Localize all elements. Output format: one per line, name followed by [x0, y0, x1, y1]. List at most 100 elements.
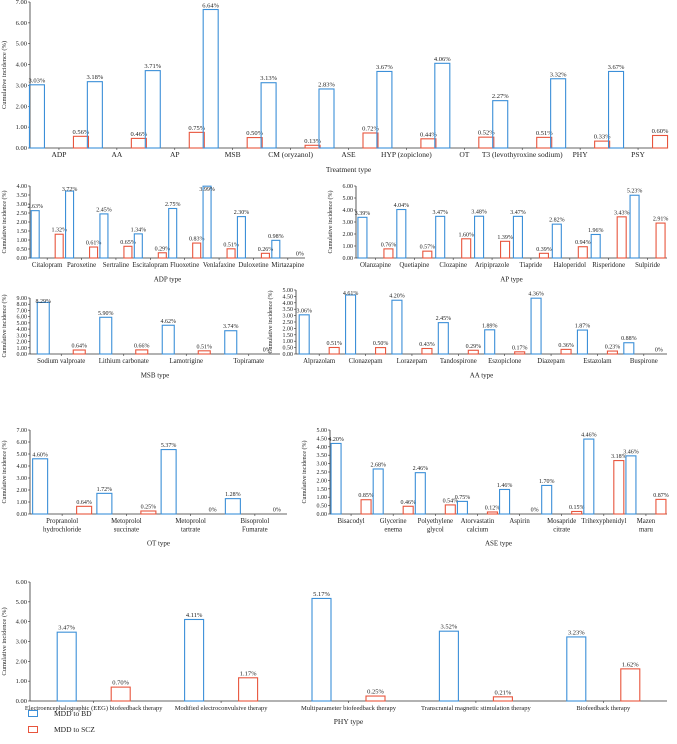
chart-8-label-scz: 0.21%	[495, 689, 512, 696]
chart-5-label-scz: 0.36%	[558, 343, 574, 349]
chart-5-category-label: Lorazepam	[397, 358, 428, 365]
chart-1-bar-bd	[492, 100, 509, 149]
chart-8-category-label: Modified electroconvulsive therapy	[175, 705, 269, 712]
chart-6-bar-scz	[76, 505, 93, 515]
chart-2-label-scz: 0.61%	[86, 241, 102, 247]
chart-2-y-tick-label: 4.00	[17, 184, 28, 190]
chart-6-label-scz: 0%	[273, 508, 281, 514]
chart-6-label-bd: 4.60%	[32, 452, 48, 458]
chart-5-y-tick-label: 4.50	[283, 294, 294, 300]
chart-5-label-scz: 0.51%	[326, 341, 342, 347]
chart-7-bar-scz	[402, 505, 414, 515]
chart-5-label-bd: 2.45%	[436, 316, 452, 322]
chart-3-label-scz: 1.39%	[497, 235, 513, 241]
chart-8-bar-bd	[56, 631, 77, 702]
chart-6-category-label: Metoprolol	[111, 518, 142, 525]
chart-7-bar-bd	[456, 500, 468, 515]
chart-2-label-bd: 2.30%	[234, 210, 250, 216]
chart-4-label-bd: 8.29%	[36, 299, 52, 305]
chart-3-label-scz: 2.91%	[653, 217, 669, 223]
chart-2-bar-bd	[236, 216, 246, 259]
chart-3-label-bd: 3.39%	[355, 211, 371, 217]
chart-3-bar-bd	[435, 215, 446, 259]
chart-5-label-bd: 4.36%	[528, 292, 544, 298]
chart-1-bar-scz	[130, 137, 147, 149]
chart-4-y-tick-label: 7.00	[17, 308, 28, 314]
chart-7-label-bd: 1.46%	[497, 483, 513, 489]
chart-5-x-axis-label: AA type	[470, 371, 494, 379]
chart-7-y-tick-label: 0.50	[317, 504, 328, 510]
chart-7-label-bd: 1.70%	[539, 479, 555, 485]
chart-1-bar-scz	[536, 136, 553, 149]
chart-6-y-tick-label: 4.00	[17, 464, 28, 470]
chart-1-category-label: HYP (zopiclone)	[381, 150, 432, 159]
chart-5-label-bd: 4.61%	[343, 291, 359, 297]
chart-4-bar-bd	[224, 330, 238, 355]
chart-7-y-tick-label: 3.00	[317, 462, 328, 468]
chart-7-label-scz: 0.12%	[485, 505, 501, 511]
chart-1-bar-scz	[594, 140, 611, 149]
chart-1-bar-scz	[478, 136, 495, 149]
chart-4-y-tick-label: 3.00	[17, 333, 28, 339]
chart-1-label-scz: 0.44%	[420, 131, 437, 138]
chart-5-bar-bd	[576, 329, 588, 355]
chart-7-category-label: Glycerine	[380, 518, 407, 525]
chart-7-category-label: Mosapride	[547, 518, 576, 525]
chart-5-y-tick-label: 2.50	[283, 320, 294, 326]
chart-3-category-label: Tiapride	[520, 262, 543, 269]
chart-7-bar-bd	[583, 438, 595, 515]
chart-3-label-bd: 1.96%	[588, 228, 604, 234]
chart-1-x-axis-label: Treatment type	[326, 165, 372, 174]
chart-7-label-scz: 3.18%	[611, 454, 627, 460]
chart-1-label-scz: 0.46%	[130, 131, 147, 138]
chart-7-y-tick-label: 1.00	[317, 495, 328, 501]
chart-8-y-tick-label: 5.00	[16, 599, 27, 606]
chart-5-label-bd: 1.87%	[575, 324, 591, 330]
chart-1-y-tick-label: 4.00	[16, 62, 27, 69]
chart-6-y-tick-label: 6.00	[17, 440, 28, 446]
chart-7-label-scz: 0.54%	[443, 498, 459, 504]
chart-7-label-scz: 0.87%	[653, 493, 669, 499]
chart-2-category-label: Citalopram	[32, 262, 63, 269]
chart-7-bar-bd	[499, 488, 511, 515]
chart-8-y-tick-label: 1.00	[16, 678, 27, 685]
chart-5-bar-bd	[484, 329, 496, 355]
chart-3-bar-scz	[577, 246, 588, 259]
chart-4-label-bd: 3.74%	[223, 324, 239, 330]
chart-8-label-bd: 3.52%	[441, 624, 458, 631]
chart-2-bar-bd	[168, 207, 178, 259]
chart-1-label-scz: 0.13%	[304, 138, 321, 145]
chart-7-bar-scz	[360, 499, 372, 515]
chart-1-category-label: CM (oryzanol)	[268, 150, 313, 159]
chart-8-label-bd: 3.47%	[58, 625, 75, 632]
chart-1-label-bd: 2.27%	[492, 93, 509, 100]
chart-7-label-bd: 4.46%	[581, 433, 597, 439]
chart-2-bar-bd	[30, 210, 40, 259]
chart-1-bar-bd	[607, 70, 625, 149]
chart-4-bar-scz	[135, 349, 149, 355]
chart-4-bar-scz	[197, 350, 211, 355]
chart-7-category-label: Trihexyphenidyl	[581, 518, 626, 525]
chart-3-bar-scz	[616, 216, 627, 259]
chart-1-label-scz: 0.52%	[478, 130, 495, 137]
chart-5-y-tick-label: 1.50	[283, 333, 294, 339]
chart-1-label-scz: 0.72%	[362, 125, 379, 132]
chart-6-bar-bd	[96, 492, 113, 515]
chart-7-category-label: calcium	[467, 526, 489, 533]
chart-5-category-label: Tandospirone	[440, 358, 477, 365]
chart-1-category-label: PSY	[631, 150, 645, 159]
chart-8-y-tick-label: 2.00	[16, 658, 27, 665]
chart-7-category-label: glycol	[427, 526, 444, 533]
legend-label-bd: MDD to BD	[54, 708, 92, 718]
chart-2-label-scz: 0.26%	[258, 247, 274, 253]
chart-8-label-scz: 1.62%	[622, 661, 639, 668]
chart-5-bar-scz	[606, 350, 618, 355]
chart-4-label-bd: 5.90%	[98, 311, 114, 317]
chart-7-label-bd: 2.68%	[370, 462, 386, 468]
chart-7-y-tick-label: 4.00	[317, 445, 328, 451]
chart-5-y-tick-label: 4.00	[283, 301, 294, 307]
chart-5-bar-bd	[345, 294, 357, 355]
chart-2-y-tick-label: 2.00	[17, 220, 28, 226]
chart-4-x-axis-label: MSB type	[141, 371, 170, 379]
chart-7-bar-scz	[571, 510, 583, 515]
